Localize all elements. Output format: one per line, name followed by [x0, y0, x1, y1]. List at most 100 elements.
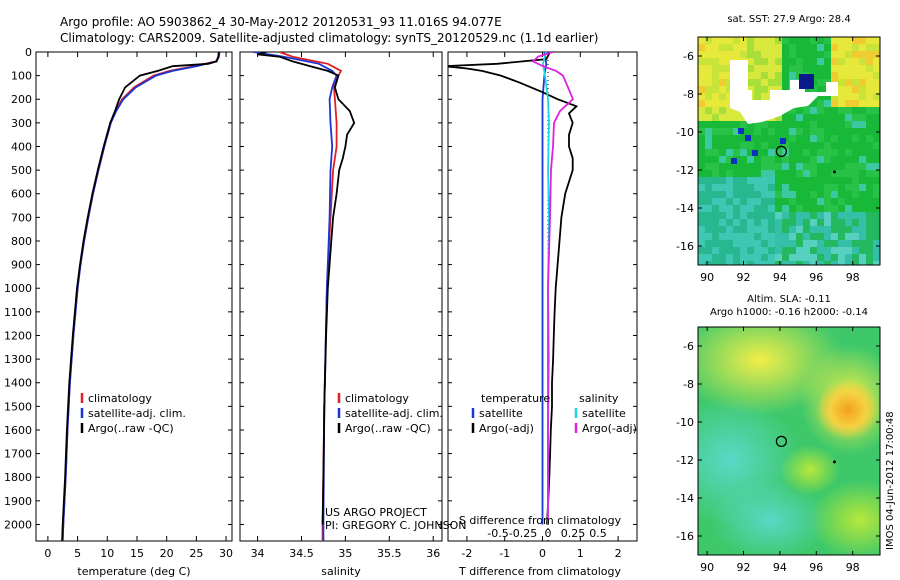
- y-tick-label: -8: [683, 378, 694, 391]
- x2-tick-label: -0.25: [509, 527, 537, 540]
- s-difference-xlabel: S difference from climatology: [459, 514, 622, 527]
- y-tick-label: 1800: [4, 471, 32, 484]
- y-tick-label: -12: [676, 164, 694, 177]
- legend-label: Argo(-adj): [479, 422, 534, 435]
- x-tick-label: 34.5: [289, 547, 314, 560]
- y-tick-label: -16: [676, 530, 694, 543]
- x-tick-label: 94: [773, 271, 787, 284]
- y-tick-label: 1500: [4, 400, 32, 413]
- y-tick-label: 1900: [4, 495, 32, 508]
- x2-tick-label: 0.5: [589, 527, 607, 540]
- x-tick-label: 1: [577, 547, 584, 560]
- x-tick-label: 15: [130, 547, 144, 560]
- y-tick-label: -10: [676, 126, 694, 139]
- float-dot: [833, 170, 836, 174]
- y-tick-label: 900: [11, 259, 32, 272]
- legend-label: Argo(-adj): [582, 422, 637, 435]
- x-tick-label: 35.5: [377, 547, 402, 560]
- legend-label: satellite-adj. clim.: [88, 407, 186, 420]
- y-tick-label: 1400: [4, 377, 32, 390]
- project-credit: US ARGO PROJECT: [325, 506, 427, 519]
- y-tick-label: 0: [25, 46, 32, 59]
- series-line: [61, 52, 221, 541]
- temperature-panel: 0 5 10 15 20 25 300100200300400500600700800900…: [4, 46, 233, 578]
- legend-label: climatology: [345, 392, 409, 405]
- y-tick-label: 500: [11, 164, 32, 177]
- x-tick-label: 0: [539, 547, 546, 560]
- y-tick-label: -16: [676, 240, 694, 253]
- x-tick-label: 20: [160, 547, 174, 560]
- y-tick-label: -12: [676, 454, 694, 467]
- x-tick-label: 92: [737, 271, 751, 284]
- x-tick-label: 90: [700, 561, 714, 574]
- y-tick-label: 1300: [4, 353, 32, 366]
- legend-label: satellite: [582, 407, 626, 420]
- x-tick-label: 0: [44, 547, 51, 560]
- x-tick-label: 35: [338, 547, 352, 560]
- series-line: [61, 52, 220, 541]
- x-tick-label: 96: [809, 561, 823, 574]
- sst-map-title: sat. SST: 27.9 Argo: 28.4: [727, 14, 850, 25]
- legend-label: satellite: [479, 407, 523, 420]
- y-tick-label: 200: [11, 93, 32, 106]
- legend-label: satellite-adj. clim.: [345, 407, 443, 420]
- series-line: [257, 52, 356, 525]
- salinity-xlabel: salinity: [321, 565, 361, 578]
- y-tick-label: 1000: [4, 282, 32, 295]
- x-tick-label: 2: [615, 547, 622, 560]
- y-tick-label: 300: [11, 117, 32, 130]
- x-tick-label: -2: [461, 547, 472, 560]
- x-tick-label: 90: [700, 271, 714, 284]
- y-tick-label: -14: [676, 492, 694, 505]
- y-tick-label: -8: [683, 88, 694, 101]
- x2-tick-label: 0.25: [561, 527, 586, 540]
- y-tick-label: -14: [676, 202, 694, 215]
- series-line: [448, 52, 579, 525]
- y-tick-label: 2000: [4, 518, 32, 531]
- y-tick-label: 700: [11, 211, 32, 224]
- x-tick-label: 94: [773, 561, 787, 574]
- legend-title: temperature: [481, 392, 550, 405]
- x-tick-label: 34: [251, 547, 265, 560]
- x-tick-label: 36: [426, 547, 440, 560]
- legend-label: Argo(..raw -QC): [88, 422, 174, 435]
- series-line: [541, 52, 548, 525]
- series-line: [61, 52, 220, 541]
- x-tick-label: 5: [74, 547, 81, 560]
- x-tick-label: 98: [846, 271, 860, 284]
- y-tick-label: 600: [11, 188, 32, 201]
- imos-timestamp: IMOS 04-Jun-2012 17:00:48: [885, 411, 896, 550]
- salinity-panel: 34 34.5 35 35.5 36 climatology satellite-adj.…: [239, 51, 443, 578]
- y-tick-label: 1200: [4, 329, 32, 342]
- x-tick-label: -1: [499, 547, 510, 560]
- y-tick-label: 1700: [4, 448, 32, 461]
- legend-label: climatology: [88, 392, 152, 405]
- y-tick-label: -6: [683, 340, 694, 353]
- sla-map-title: Altim. SLA: -0.11: [747, 294, 831, 305]
- x-tick-label: 98: [846, 561, 860, 574]
- x-tick-label: 96: [809, 271, 823, 284]
- y-tick-label: 400: [11, 140, 32, 153]
- y-tick-label: 1600: [4, 424, 32, 437]
- legend-label: Argo(..raw -QC): [345, 422, 431, 435]
- pi-credit: PI: GREGORY C. JOHNSON: [325, 519, 466, 532]
- header-line2: Climatology: CARS2009. Satellite-adjuste…: [60, 31, 598, 45]
- y-tick-label: 800: [11, 235, 32, 248]
- y-tick-label: 1100: [4, 306, 32, 319]
- t-difference-xlabel: T difference from climatology: [458, 565, 621, 578]
- x-tick-label: 10: [100, 547, 114, 560]
- series-line: [531, 52, 575, 525]
- temperature-xlabel: temperature (deg C): [77, 565, 190, 578]
- y-tick-label: -6: [683, 50, 694, 63]
- difference-panel: -2 -1 0 1 2-0.5 -0.25 0 0.25 0.5 temperature sali…: [447, 51, 638, 578]
- sla-map: 90 92 94 96 98 -6 -8 -10 -12 -14 -16 Altim. SLA: -…: [676, 294, 881, 574]
- legend-title: salinity: [579, 392, 619, 405]
- x-tick-label: 92: [737, 561, 751, 574]
- profile-location-marker: [775, 145, 787, 157]
- float-dot: [833, 460, 836, 464]
- profile-location-marker: [775, 435, 787, 447]
- y-tick-label: -10: [676, 416, 694, 429]
- x2-tick-label: -0.5: [487, 527, 508, 540]
- y-tick-label: 100: [11, 70, 32, 83]
